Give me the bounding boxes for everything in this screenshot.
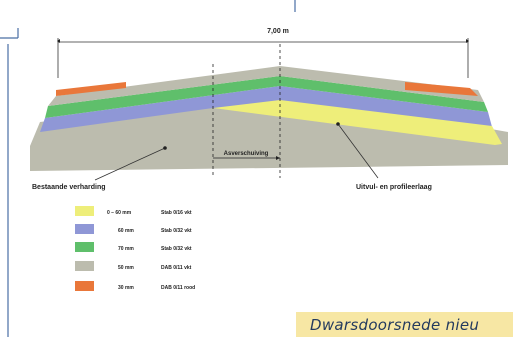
leader-line-left: [94, 147, 166, 181]
legend-thickness-yellow: 0 – 60 mm: [107, 210, 132, 216]
legend-thickness-orange: 30 mm: [118, 285, 134, 291]
layer-green: [45, 76, 488, 118]
caption-box: [296, 312, 513, 337]
layer-yellow: [213, 100, 502, 145]
figure-caption: Dwarsdoorsnede nieu: [310, 316, 480, 334]
left-label: Bestaande verharding: [32, 184, 106, 191]
right-label: Uitvul- en profileerlaag: [356, 184, 432, 191]
legend-swatch-blue: [75, 224, 94, 234]
center-label: Asverschuiving: [224, 151, 269, 157]
legend-material-yellow: Stab 0/16 vkt: [161, 210, 192, 216]
layer-grey-top: [48, 66, 484, 106]
layer-orange-left: [56, 82, 126, 96]
legend-thickness-green: 70 mm: [118, 246, 134, 252]
layer-orange-right: [405, 82, 478, 96]
dimension-arrow-right: [466, 39, 469, 43]
legend-material-grey: DAB 0/11 vkt: [161, 265, 192, 271]
legend-thickness-grey: 50 mm: [118, 265, 134, 271]
dimension-arrow-left: [57, 39, 60, 43]
leader-dot-left: [163, 146, 167, 150]
legend-swatch-green: [75, 242, 94, 252]
leader-line-right: [337, 123, 379, 179]
legend-swatch-orange: [75, 281, 94, 291]
legend-thickness-blue: 60 mm: [118, 228, 134, 234]
width-label: 7,00 m: [267, 28, 289, 35]
legend-material-orange: DAB 0/11 rood: [161, 285, 195, 291]
legend: 0 – 60 mm Stab 0/16 vkt 60 mm Stab 0/32 …: [75, 206, 195, 291]
shift-arrow-head: [276, 156, 280, 160]
leader-dot-right: [336, 122, 340, 126]
legend-material-blue: Stab 0/32 vkt: [161, 228, 192, 234]
legend-material-green: Stab 0/32 vkt: [161, 246, 192, 252]
legend-swatch-yellow: [75, 206, 94, 216]
legend-swatch-grey: [75, 261, 94, 271]
